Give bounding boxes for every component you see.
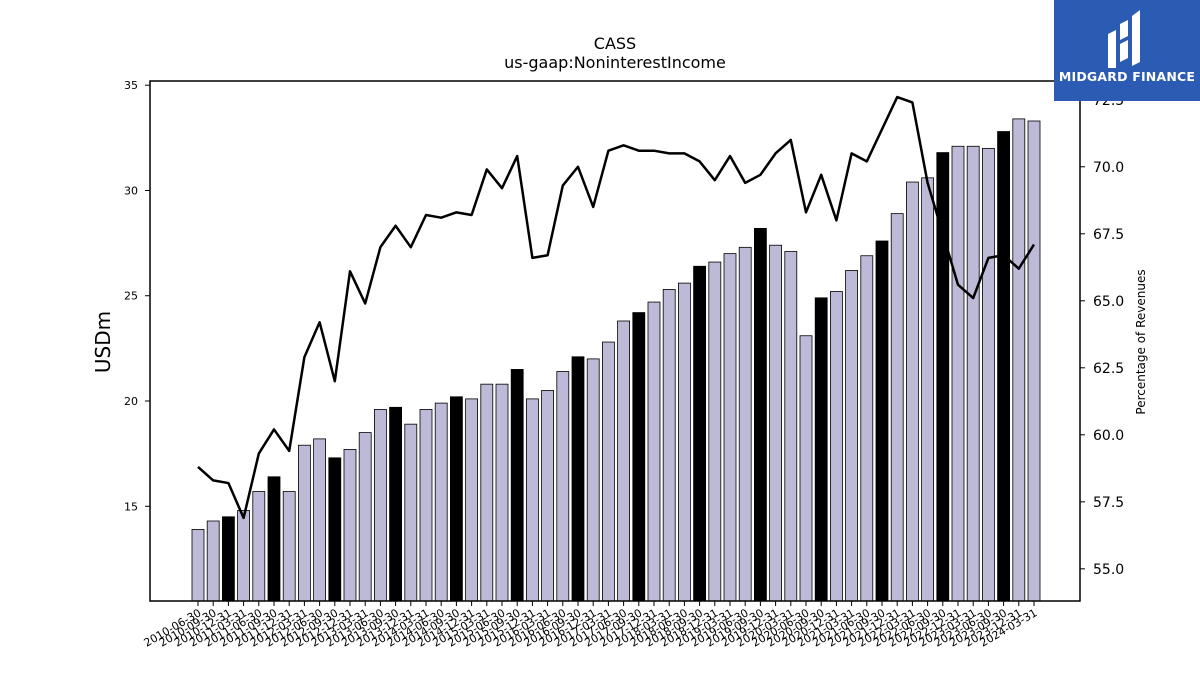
bar <box>404 423 418 602</box>
left-axis: 15 20 25 30 35 <box>124 79 150 513</box>
bar <box>830 291 843 602</box>
y2-tick-label: 62.5 <box>1093 361 1124 377</box>
logo-mark-icon <box>1108 10 1140 68</box>
percentage-line <box>197 95 1036 520</box>
plot-frame <box>149 80 1081 602</box>
bar <box>434 402 448 602</box>
bar <box>449 396 463 602</box>
bar <box>906 181 919 602</box>
y2-tick-label: 70.0 <box>1093 160 1124 176</box>
bar <box>723 253 737 602</box>
bar <box>313 438 327 602</box>
right-axis: 55.057.560.062.565.067.570.072.5 <box>1080 93 1124 578</box>
bar <box>526 398 539 602</box>
bar <box>282 491 296 602</box>
bar <box>799 335 813 602</box>
bar <box>541 390 554 602</box>
bar <box>495 383 509 602</box>
y2-tick-label: 65.0 <box>1093 294 1124 310</box>
bar <box>769 244 782 602</box>
line-group <box>197 95 1036 520</box>
bar <box>1012 118 1026 602</box>
brand-name: MIDGARD FINANCE <box>1058 69 1196 84</box>
bar <box>997 131 1010 602</box>
bar <box>875 240 889 602</box>
y2-tick-label: 67.5 <box>1093 227 1124 243</box>
bar <box>480 383 494 602</box>
y-tick-label: 30 <box>124 184 138 197</box>
bar <box>845 270 858 602</box>
bar <box>814 297 828 602</box>
bar <box>358 432 372 602</box>
bar <box>784 251 798 602</box>
bar <box>860 255 874 602</box>
y-tick-label: 25 <box>124 290 138 303</box>
bar <box>297 444 311 602</box>
bar <box>951 145 965 602</box>
bar <box>1027 120 1041 602</box>
bar <box>191 529 205 602</box>
chart-subtitle: us-gaap:NoninterestIncome <box>504 53 726 72</box>
bar <box>982 147 995 602</box>
bar-group <box>191 118 1041 602</box>
bar <box>221 516 235 602</box>
bar <box>373 409 387 602</box>
y-tick-label: 15 <box>124 500 138 513</box>
bar <box>647 301 661 602</box>
bar <box>890 213 904 602</box>
bar <box>738 246 752 602</box>
y2-tick-label: 60.0 <box>1093 428 1124 444</box>
y-axis-label: USDm <box>91 311 115 373</box>
bar <box>267 476 281 602</box>
y2-tick-label: 57.5 <box>1093 495 1124 511</box>
y2-axis-label: Percentage of Revenues <box>1134 269 1148 414</box>
bar <box>343 449 357 602</box>
y-tick-label: 35 <box>124 79 138 92</box>
bar <box>602 341 615 602</box>
bar <box>678 282 691 602</box>
bar <box>465 398 479 602</box>
bar <box>206 520 220 602</box>
y2-tick-label: 55.0 <box>1093 562 1124 578</box>
bar <box>252 491 266 602</box>
bar <box>921 177 934 602</box>
bar <box>617 320 630 602</box>
bar <box>237 510 251 602</box>
bar <box>328 457 342 602</box>
x-axis: 2010-06-302010-09-302010-12-312011-03-31… <box>142 601 1040 650</box>
bar <box>632 312 646 602</box>
y-tick-label: 20 <box>124 395 138 408</box>
bar <box>556 371 570 602</box>
bar <box>693 265 706 602</box>
brand-logo: MIDGARD FINANCE <box>1054 0 1200 101</box>
bar <box>586 358 600 602</box>
bar <box>419 409 433 602</box>
chart-title: CASS <box>594 34 636 53</box>
bar <box>966 145 980 602</box>
bar <box>571 356 585 602</box>
bar <box>510 369 524 602</box>
bar <box>662 289 676 602</box>
bar <box>754 227 767 602</box>
bar <box>708 261 722 602</box>
bar <box>389 406 403 602</box>
